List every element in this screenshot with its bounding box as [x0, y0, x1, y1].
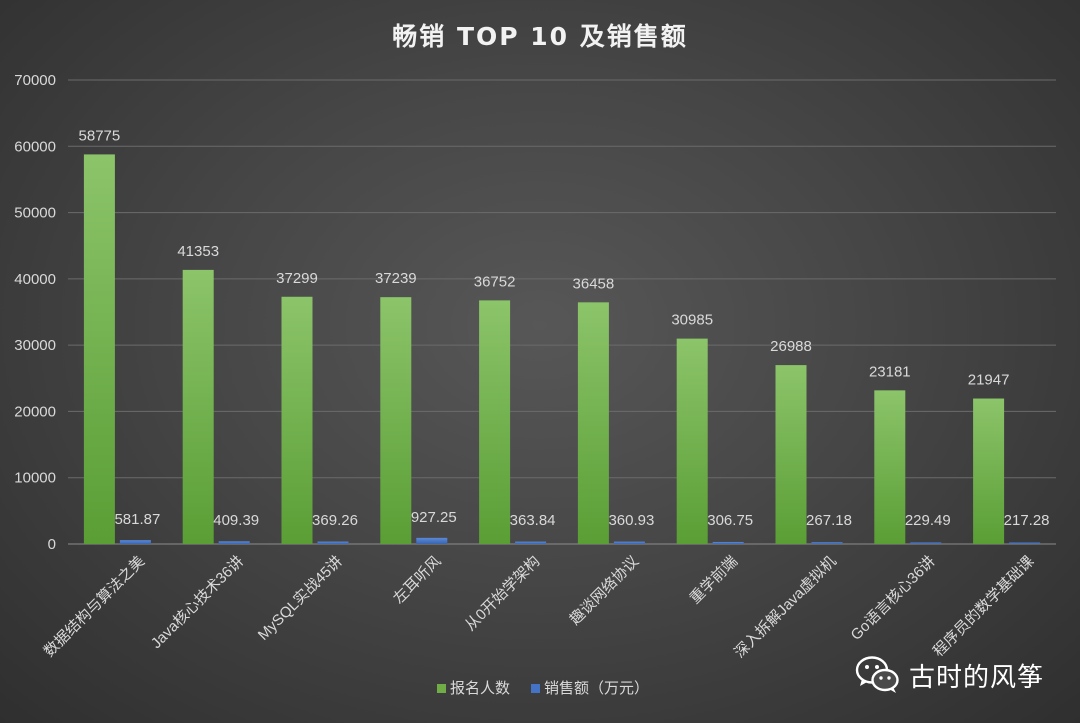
x-axis-ticks: 数据结构与算法之美 Java核心技术36讲 MySQL实战45讲 左耳听风 从0开始学架… — [40, 552, 1037, 661]
data-label-sales: 217.28 — [1004, 512, 1050, 529]
gridlines — [68, 79, 1056, 545]
bar-enrollment — [182, 269, 214, 544]
data-label-sales: 581.87 — [114, 511, 160, 528]
data-label-enrollment: 21947 — [968, 372, 1010, 389]
data-label-enrollment: 36752 — [474, 273, 516, 290]
data-label-sales: 267.18 — [806, 512, 852, 529]
y-tick-label: 0 — [48, 536, 56, 553]
legend: 报名人数 销售额（万元） — [437, 680, 649, 697]
bar-enrollment — [676, 338, 708, 544]
x-tick-label: MySQL实战45讲 — [255, 553, 346, 644]
data-label-enrollment: 37299 — [276, 270, 318, 287]
y-tick-label: 50000 — [14, 205, 56, 222]
bar-sales — [119, 540, 151, 544]
bar-sales — [910, 542, 942, 544]
data-label-sales: 229.49 — [905, 512, 951, 529]
x-tick-label: 趣谈网络协议 — [567, 553, 643, 629]
chart-title: 畅销 TOP 10 及销售额 — [392, 22, 688, 51]
data-label-enrollment: 30985 — [671, 312, 713, 329]
bar-sales — [317, 541, 349, 544]
data-label-sales: 369.26 — [312, 512, 358, 529]
x-tick-label: Go语言核心36讲 — [848, 553, 939, 644]
y-axis-ticks: 0 10000 20000 30000 40000 50000 60000 70000 — [14, 72, 56, 553]
data-label-sales: 409.39 — [213, 512, 259, 529]
y-tick-label: 10000 — [14, 470, 56, 487]
data-label-enrollment: 26988 — [770, 338, 812, 355]
watermark-text: 古时的风筝 — [908, 662, 1044, 693]
watermark: 古时的风筝 — [855, 655, 1044, 695]
data-label-sales: 363.84 — [510, 512, 556, 529]
legend-label: 报名人数 — [450, 680, 510, 697]
bar-enrollment — [479, 300, 511, 544]
data-label-sales: 360.93 — [608, 512, 654, 529]
data-label-sales: 306.75 — [707, 512, 753, 529]
bars — [83, 154, 1041, 545]
y-tick-label: 30000 — [14, 337, 56, 354]
y-tick-label: 60000 — [14, 138, 56, 155]
legend-label: 销售额（万元） — [544, 680, 649, 697]
x-tick-label: 从0开始学架构 — [462, 553, 544, 635]
bar-sales — [515, 541, 547, 544]
x-tick-label: 重学前端 — [687, 553, 741, 607]
data-label-enrollment: 23181 — [869, 363, 911, 380]
y-tick-label: 20000 — [14, 403, 56, 420]
data-labels: 58775 581.87 41353 409.39 37299 369.26 37239 92… — [79, 127, 1050, 529]
bar-sales — [712, 541, 744, 544]
bar-enrollment — [775, 365, 807, 544]
bar-sales — [811, 542, 843, 544]
bar-sales — [613, 541, 645, 544]
legend-swatch — [531, 684, 540, 693]
bar-sales — [1009, 542, 1041, 544]
bar-enrollment — [281, 296, 313, 544]
x-tick-label: 程序员的数学基础课 — [930, 553, 1037, 660]
wechat-icon — [855, 656, 899, 693]
x-tick-label: Java核心技术36讲 — [148, 553, 247, 652]
x-tick-label: 数据结构与算法之美 — [40, 552, 148, 660]
bar-sales — [416, 537, 448, 544]
data-label-sales: 927.25 — [411, 509, 457, 526]
data-label-enrollment: 41353 — [177, 243, 219, 260]
data-label-enrollment: 36458 — [573, 275, 615, 292]
x-tick-label: 左耳听风 — [390, 553, 444, 607]
bar-enrollment — [577, 302, 609, 544]
data-label-enrollment: 37239 — [375, 270, 417, 287]
bar-sales — [218, 541, 250, 544]
bar-enrollment — [83, 154, 115, 545]
y-tick-label: 40000 — [14, 271, 56, 288]
y-tick-label: 70000 — [14, 72, 56, 89]
legend-swatch — [437, 684, 446, 693]
bar-enrollment — [380, 297, 412, 544]
data-label-enrollment: 58775 — [79, 127, 121, 144]
x-tick-label: 深入拆解Java虚拟机 — [731, 553, 840, 662]
bar-enrollment — [973, 398, 1005, 544]
bar-enrollment — [874, 390, 906, 544]
